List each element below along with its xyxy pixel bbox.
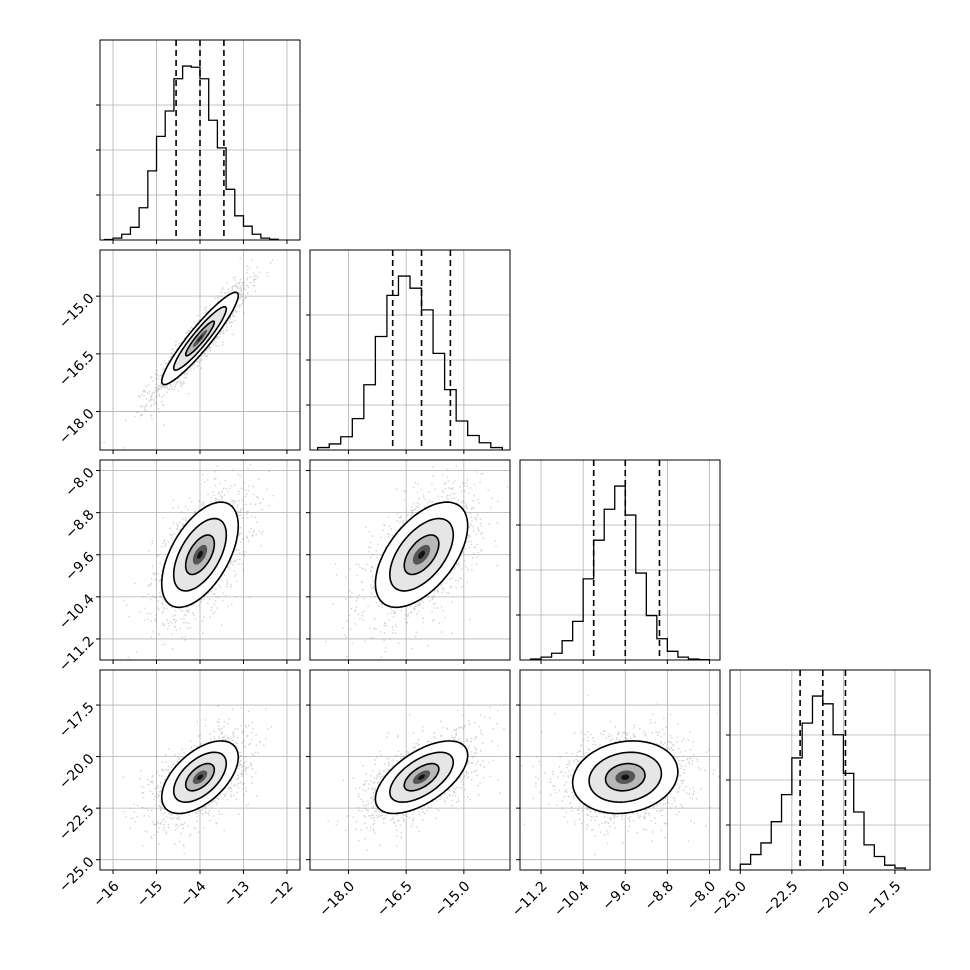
- axes-frame: [519, 669, 721, 871]
- histogram-step: [739, 695, 906, 870]
- panel-3-2: −11.2 −10.4 −9.6 −8.8 −8.0: [509, 669, 721, 920]
- y-tick-label: −8.8: [62, 507, 97, 542]
- x-tick-label: −15: [134, 878, 166, 910]
- density-layer: [122, 705, 273, 855]
- panel-1-0: −18.0 −16.5 −15.0: [56, 249, 301, 454]
- x-tick-label: −12: [264, 878, 296, 910]
- contour-line: [374, 740, 469, 815]
- panel-0-0: [96, 39, 301, 244]
- contour-line: [160, 501, 240, 609]
- histogram-step: [529, 485, 711, 660]
- x-tick-label: −14: [177, 878, 209, 910]
- density-layer: [123, 460, 274, 660]
- density-layer: [327, 703, 505, 851]
- panel-3-0: −25.0 −22.5 −20.0 −17.5 −16 −15 −14 −13 −12: [56, 669, 301, 911]
- density-peak: [197, 550, 203, 559]
- contour-line: [184, 320, 216, 357]
- panel-2-0: −11.2−10.4 −9.6 −8.8 −8.0: [56, 459, 301, 675]
- x-tick-label: −25.0: [708, 878, 750, 920]
- contour-line: [403, 762, 440, 792]
- panel-3-1: −18.0 −16.5 −15.0: [306, 669, 511, 920]
- x-tick-label: −17.5: [863, 878, 905, 920]
- panel-2-2: [516, 459, 721, 664]
- contour-line: [184, 762, 216, 792]
- contour-line: [161, 291, 239, 386]
- density-peak: [197, 335, 203, 342]
- y-tick-label: −20.0: [56, 751, 98, 793]
- axes-frame: [309, 249, 511, 451]
- x-tick-label: −16: [90, 878, 122, 910]
- grid: [310, 250, 510, 450]
- contour-line: [172, 517, 228, 592]
- contour-line: [374, 501, 469, 609]
- density-peak: [418, 550, 425, 559]
- axes-frame: [309, 459, 511, 661]
- panel-2-1: [306, 459, 511, 664]
- contour-line: [388, 517, 455, 592]
- panel-1-1: [306, 249, 511, 454]
- axes-frame: [729, 669, 931, 871]
- density-layer: [103, 257, 274, 449]
- density-layer: [520, 694, 720, 856]
- contour-line: [160, 740, 240, 815]
- scatter-points: [123, 460, 274, 660]
- contour-line: [172, 305, 228, 372]
- y-tick-label: −22.5: [56, 802, 98, 844]
- axes-frame: [99, 249, 301, 451]
- y-tick-label: −18.0: [56, 406, 98, 448]
- x-tick-label: −15.0: [432, 878, 474, 920]
- axes-frame: [99, 39, 301, 241]
- contour-line: [604, 762, 646, 792]
- contour-line: [571, 740, 679, 815]
- x-tick-label: −11.2: [509, 878, 551, 920]
- histogram-step: [317, 275, 503, 450]
- x-tick-label: −10.4: [551, 878, 593, 920]
- density-layer: [325, 465, 510, 658]
- contour-line: [388, 751, 455, 803]
- y-tick-label: −10.4: [56, 591, 98, 633]
- axes-frame: [309, 669, 511, 871]
- y-tick-label: −9.6: [62, 549, 97, 584]
- y-tick-label: −16.5: [56, 348, 98, 390]
- y-tick-label: −11.2: [56, 633, 98, 675]
- panel-3-3: −25.0 −22.5 −20.0 −17.5: [708, 669, 931, 920]
- histogram-step: [103, 65, 279, 240]
- density-peak: [418, 774, 425, 780]
- x-tick-label: −13: [221, 878, 253, 910]
- density-peak: [621, 774, 630, 780]
- y-tick-label: −25.0: [56, 854, 98, 896]
- axes-frame: [99, 669, 301, 871]
- axes-frame: [99, 459, 301, 661]
- axes-frame: [519, 459, 721, 661]
- x-tick-label: −22.5: [760, 878, 802, 920]
- y-tick-label: −8.0: [62, 465, 97, 500]
- x-tick-label: −20.0: [811, 878, 853, 920]
- x-tick-label: −8.8: [642, 878, 677, 913]
- contour-line: [172, 751, 228, 804]
- x-tick-label: −16.5: [374, 878, 416, 920]
- y-tick-label: −15.0: [56, 290, 98, 332]
- contour-line: [403, 534, 440, 576]
- contour-line: [588, 751, 663, 804]
- density-peak: [197, 774, 203, 780]
- sample-dots: [123, 460, 274, 660]
- grid: [730, 670, 930, 870]
- contour-line: [184, 534, 216, 576]
- grid: [520, 460, 720, 660]
- y-tick-label: −17.5: [56, 699, 98, 741]
- x-tick-label: −9.6: [600, 878, 635, 913]
- x-tick-label: −18.0: [316, 878, 358, 920]
